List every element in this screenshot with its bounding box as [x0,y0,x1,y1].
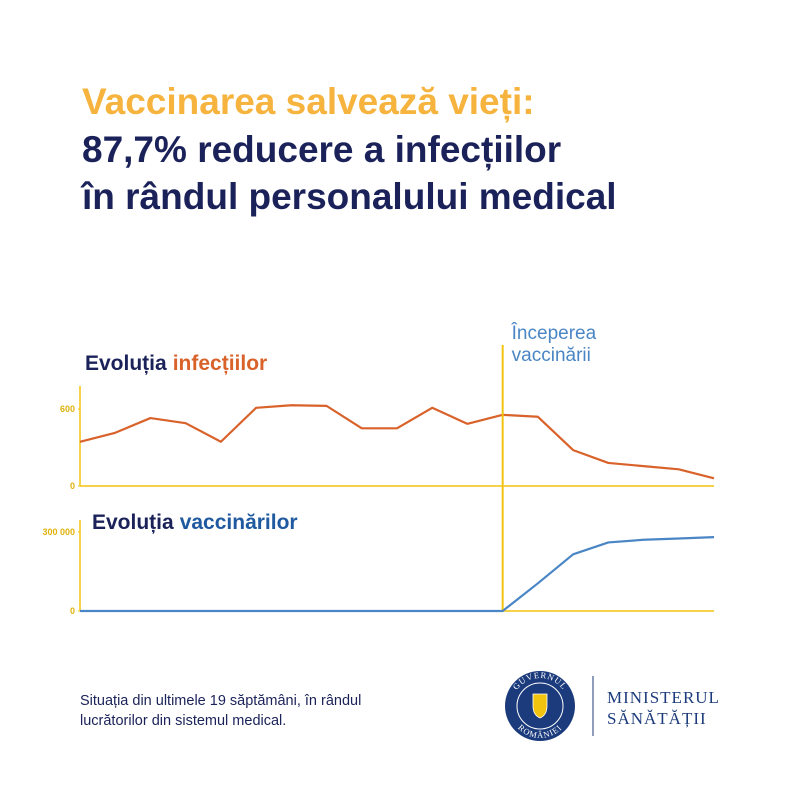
headline: 87,7% reducere a infecțiilor [82,129,561,171]
ministry: SĂNĂTĂȚII [607,709,707,728]
chart-title: Evoluția infecțiilor [85,352,267,375]
chart-title-part: infecțiilor [173,352,268,375]
y-tick-label: 0 [70,481,75,491]
y-tick-label: 300 000 [42,527,75,537]
logo: GUVERNUL ROMÂNIEI [505,670,575,741]
headline: Vaccinarea salvează vieți: [82,81,535,123]
y-tick-label: 0 [70,606,75,616]
data-line [79,404,715,480]
y-tick-label: 600 [60,404,75,414]
event-label: vaccinării [512,345,591,366]
chart-title-part: Evoluția [92,511,174,534]
headline: în rândul personalului medical [80,176,617,217]
footnote: lucrătorilor din sistemul medical. [80,713,286,729]
data-line [80,536,715,613]
event-label: Începerea [511,322,597,344]
chart-title: Evoluția vaccinărilor [92,511,298,534]
footnote: Situația din ultimele 19 săptămâni, în r… [80,693,361,709]
ministry: MINISTERUL [607,688,720,707]
chart-title-part: Evoluția [85,352,167,375]
chart-title-part: vaccinărilor [180,511,298,534]
